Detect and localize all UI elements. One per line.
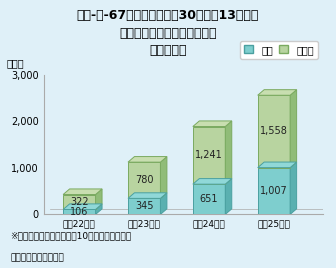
Text: ※各年度の数値はいずれも10月１日現在のもの: ※各年度の数値はいずれも10月１日現在のもの (10, 231, 131, 240)
Polygon shape (63, 189, 102, 195)
Polygon shape (193, 178, 232, 184)
Text: 1,007: 1,007 (260, 186, 288, 196)
Text: 1,558: 1,558 (260, 126, 288, 136)
Polygon shape (193, 184, 225, 214)
Text: 345: 345 (135, 201, 154, 211)
Text: 651: 651 (200, 194, 218, 204)
Polygon shape (63, 204, 102, 210)
Legend: 学部, 大学院: 学部, 大学院 (240, 41, 318, 59)
Polygon shape (128, 198, 160, 214)
Polygon shape (160, 193, 167, 214)
Polygon shape (128, 157, 167, 162)
Polygon shape (160, 157, 167, 198)
Polygon shape (63, 195, 95, 210)
Y-axis label: （人）: （人） (7, 58, 25, 68)
Polygon shape (258, 168, 290, 214)
Polygon shape (258, 162, 297, 168)
Polygon shape (193, 121, 232, 126)
Text: 1,241: 1,241 (195, 150, 223, 160)
Polygon shape (95, 189, 102, 210)
Polygon shape (290, 162, 297, 214)
Text: 322: 322 (70, 197, 89, 207)
Polygon shape (225, 178, 232, 214)
Polygon shape (193, 126, 225, 184)
Polygon shape (290, 90, 297, 168)
Polygon shape (128, 162, 160, 198)
Polygon shape (128, 193, 167, 198)
Text: 780: 780 (135, 175, 154, 185)
Polygon shape (258, 90, 297, 95)
Text: 106: 106 (70, 207, 89, 217)
Polygon shape (258, 95, 290, 168)
Text: 第１-２-67図／グローバル30採択の13大学に
おける英語コース所属の留学
生数の推移: 第１-２-67図／グローバル30採択の13大学に おける英語コース所属の留学 生… (77, 9, 259, 57)
Polygon shape (63, 210, 95, 214)
Polygon shape (225, 121, 232, 184)
Polygon shape (95, 204, 102, 214)
Text: 資料：文部科学省作成: 資料：文部科学省作成 (10, 254, 64, 263)
